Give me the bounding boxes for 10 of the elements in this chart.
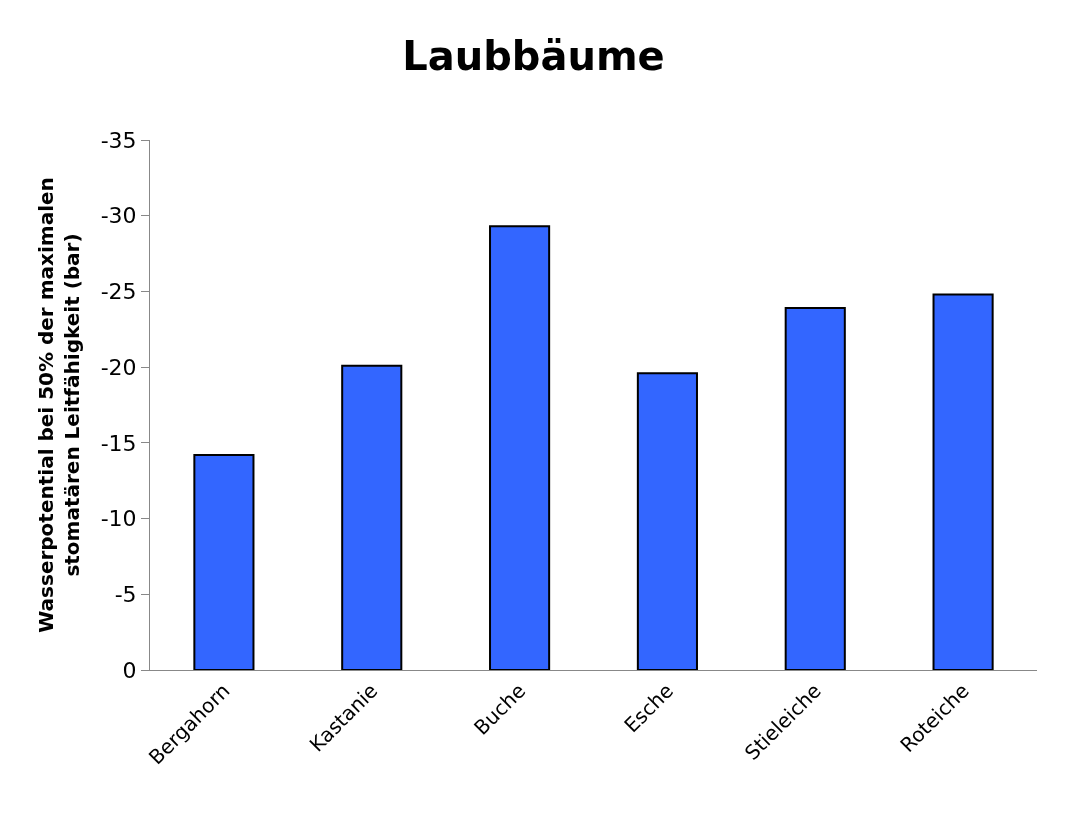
y-tick-label: 0 (122, 657, 137, 683)
y-tick-label: -30 (100, 203, 137, 229)
y-tick-label: -15 (100, 430, 137, 456)
chart-title: Laubbäume (402, 33, 665, 79)
y-tick-label: -35 (100, 127, 137, 153)
y-tick-label: -20 (100, 354, 137, 380)
y-axis-title: Wasserpotential bei 50% der maximalen stomatären Leitfähigkeit (bar) (34, 177, 85, 633)
y-tick-label: -10 (100, 506, 137, 532)
y-tick-label: -5 (114, 581, 137, 607)
y-tick-label: -25 (100, 279, 137, 305)
